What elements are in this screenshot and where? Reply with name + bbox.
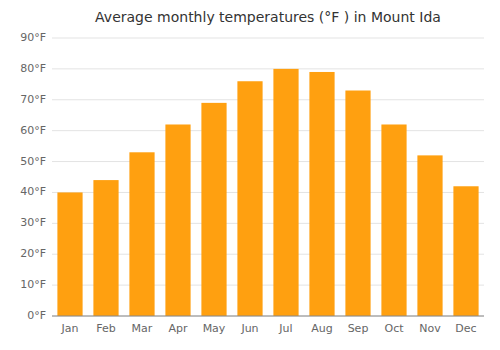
x-axis: Jan Feb Mar Apr May Jun Jul Aug Sep Oct Nov Dec [52,316,484,335]
y-tick-label: 90°F [20,31,46,44]
bar [165,124,190,316]
x-tick-label: Mar [132,322,153,335]
grid-line [52,68,484,69]
bar [201,103,226,316]
y-tick-label: 10°F [20,278,46,291]
x-tick-label: Jan [61,322,79,335]
x-tick-label: Aug [311,322,332,335]
chart: 0°F 10°F 20°F 30°F 40°F 50°F 60°F 70°F 80°F 90°F J… [0,0,500,350]
x-tick-label: Jul [278,322,292,335]
x-tick-label: Sep [348,322,369,335]
title: Average monthly temperatures (°F ) in Mo… [95,9,441,25]
x-tick-label: Feb [96,322,115,335]
y-tick-label: 20°F [20,247,46,260]
x-tick-label: May [203,322,226,335]
x-axis-line [52,316,484,317]
y-tick-label: 60°F [20,124,46,137]
bar [417,155,442,316]
bar [309,72,334,316]
grid-line [52,99,484,100]
grid-line [52,130,484,131]
bar [93,180,118,316]
bar [237,81,262,316]
x-tick-label: Jun [240,322,258,335]
bar [273,69,298,316]
grid-line [52,38,484,39]
y-tick-label: 40°F [20,185,46,198]
bar [381,124,406,316]
y-tick-label: 0°F [27,309,46,322]
page: {"chart_data": {"type": "bar", "title": … [0,0,500,350]
grid-line [52,316,484,317]
bars [57,69,478,316]
y-tick-label: 30°F [20,216,46,229]
x-tick-label: Nov [419,322,441,335]
x-tick-label: Oct [384,322,404,335]
bar [57,192,82,316]
y-tick-label: 80°F [20,62,46,75]
bar [345,91,370,316]
bar [129,152,154,316]
bar [453,186,478,316]
y-tick-label: 50°F [20,155,46,168]
chart-container: 0°F 10°F 20°F 30°F 40°F 50°F 60°F 70°F 80°F 90°F J… [0,0,500,350]
y-tick-label: 70°F [20,93,46,106]
x-tick-label: Apr [168,322,188,335]
y-axis: 0°F 10°F 20°F 30°F 40°F 50°F 60°F 70°F 80°F 90°F [20,31,484,322]
x-tick-label: Dec [455,322,476,335]
